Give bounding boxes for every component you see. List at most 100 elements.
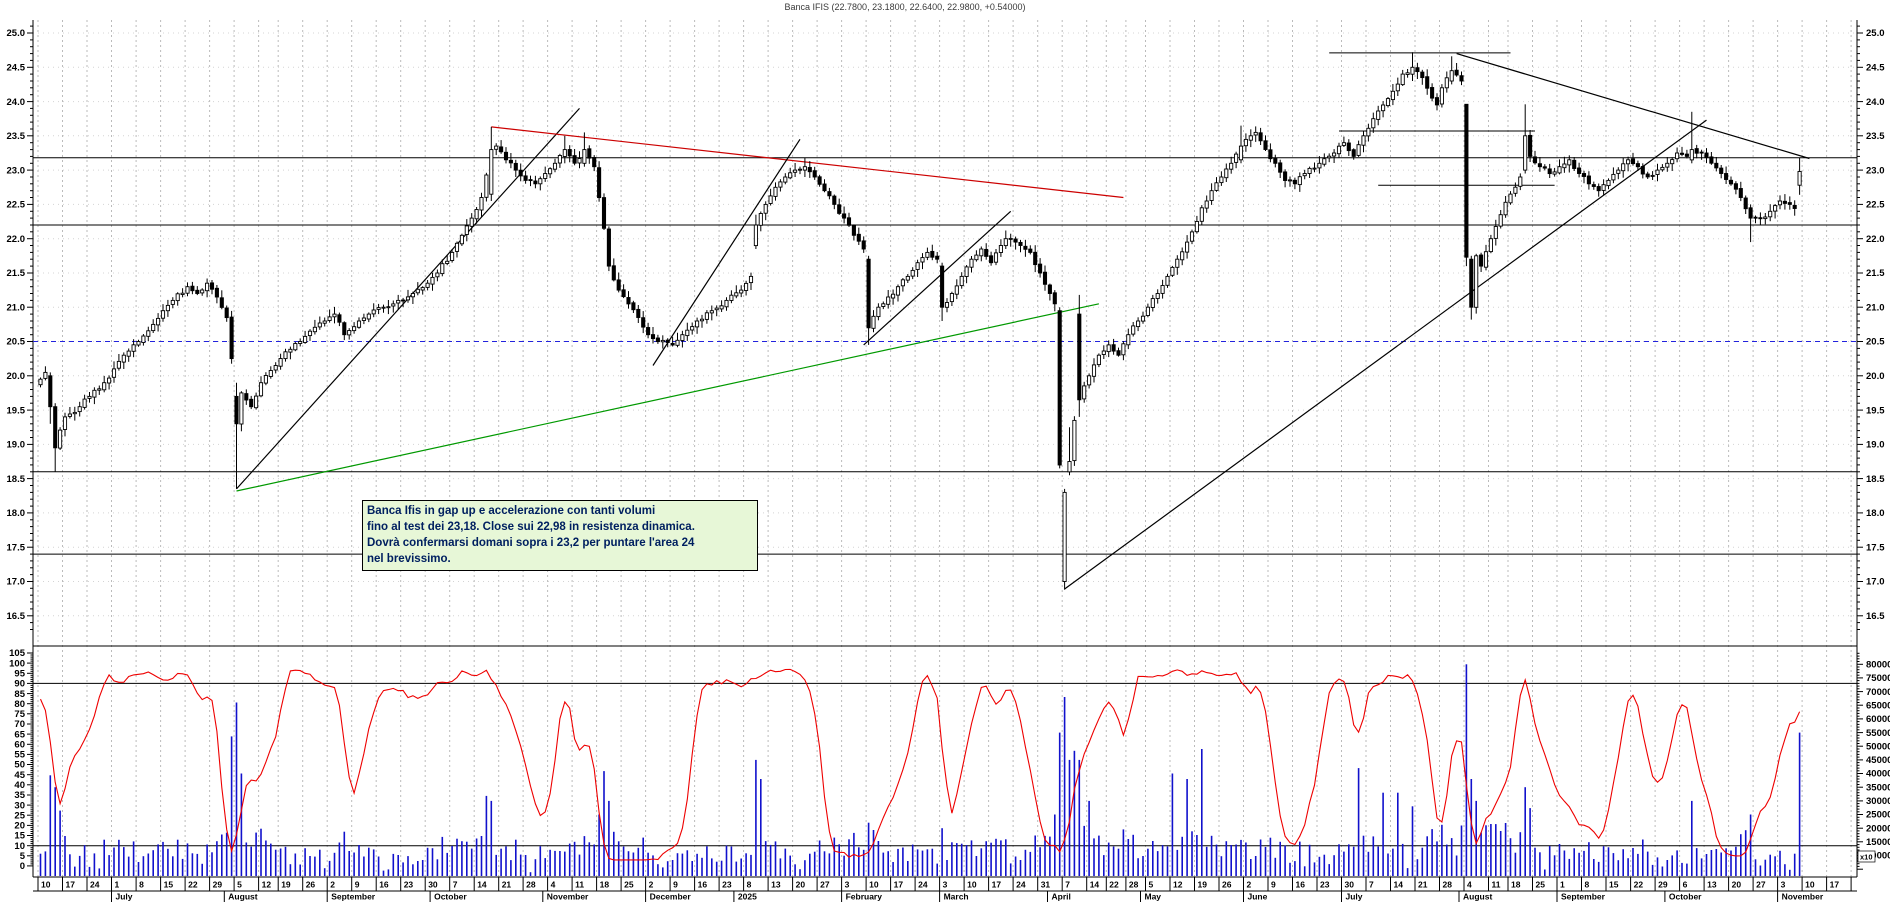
- svg-text:60000: 60000: [1866, 714, 1890, 725]
- svg-text:28: 28: [526, 880, 536, 890]
- svg-text:19.0: 19.0: [7, 440, 26, 451]
- annotation-line: nel brevissimo.: [367, 553, 451, 565]
- svg-text:28: 28: [1129, 880, 1139, 890]
- svg-text:31: 31: [1041, 880, 1051, 890]
- support-resistance-levels: [33, 52, 1857, 847]
- svg-text:June: June: [1248, 892, 1268, 902]
- svg-text:2: 2: [1247, 880, 1252, 890]
- svg-text:17: 17: [992, 880, 1002, 890]
- svg-text:15000: 15000: [1866, 837, 1890, 848]
- svg-text:9: 9: [355, 880, 360, 890]
- svg-text:22: 22: [1109, 880, 1119, 890]
- svg-text:20: 20: [796, 880, 806, 890]
- svg-text:13: 13: [771, 880, 781, 890]
- svg-text:15: 15: [164, 880, 174, 890]
- svg-text:24: 24: [90, 880, 100, 890]
- svg-text:x10: x10: [1860, 853, 1873, 862]
- svg-text:2025: 2025: [738, 892, 757, 902]
- svg-text:9: 9: [1271, 880, 1276, 890]
- svg-text:3: 3: [1781, 880, 1786, 890]
- annotation-line: Banca Ifis in gap up e accelerazione con…: [367, 505, 656, 517]
- grid-horizontal: [33, 32, 1857, 617]
- svg-text:12: 12: [1173, 880, 1183, 890]
- svg-text:30: 30: [428, 880, 438, 890]
- svg-text:24.0: 24.0: [7, 97, 26, 108]
- svg-text:2: 2: [649, 880, 654, 890]
- svg-text:21.0: 21.0: [7, 302, 26, 313]
- svg-text:3: 3: [943, 880, 948, 890]
- svg-text:14: 14: [477, 880, 487, 890]
- svg-text:25: 25: [624, 880, 634, 890]
- svg-text:November: November: [547, 892, 589, 902]
- svg-text:8: 8: [747, 880, 752, 890]
- svg-text:18.5: 18.5: [7, 474, 26, 485]
- svg-text:70000: 70000: [1866, 687, 1890, 698]
- svg-text:12: 12: [262, 880, 272, 890]
- trendline-green: [236, 303, 1100, 492]
- price-axis: 16.5 16.5 17.0 17.0 17.5 17.5 18.0 18.0 18.5 18.5…: [7, 25, 1885, 630]
- svg-text:21: 21: [1418, 880, 1428, 890]
- svg-text:14: 14: [1394, 880, 1404, 890]
- svg-text:21.0: 21.0: [1866, 302, 1885, 313]
- svg-text:45000: 45000: [1866, 755, 1890, 766]
- svg-text:8: 8: [139, 880, 144, 890]
- svg-text:22.0: 22.0: [7, 234, 26, 245]
- svg-text:13: 13: [1707, 880, 1717, 890]
- svg-text:23.0: 23.0: [1866, 165, 1885, 176]
- svg-text:19.5: 19.5: [7, 405, 26, 416]
- svg-text:19.5: 19.5: [1866, 405, 1885, 416]
- svg-text:50000: 50000: [1866, 741, 1890, 752]
- svg-text:16: 16: [698, 880, 708, 890]
- svg-text:27: 27: [1756, 880, 1766, 890]
- svg-text:5: 5: [237, 880, 242, 890]
- svg-text:17: 17: [66, 880, 76, 890]
- grid-vertical: [37, 20, 1852, 877]
- svg-text:23.5: 23.5: [1866, 131, 1885, 142]
- svg-text:20: 20: [1732, 880, 1742, 890]
- svg-text:20000: 20000: [1866, 823, 1890, 834]
- svg-text:9: 9: [673, 880, 678, 890]
- svg-text:October: October: [434, 892, 467, 902]
- svg-text:25.0: 25.0: [1866, 28, 1885, 39]
- svg-text:29: 29: [213, 880, 223, 890]
- svg-text:4: 4: [551, 880, 556, 890]
- svg-text:95: 95: [14, 669, 25, 680]
- svg-text:23: 23: [1320, 880, 1330, 890]
- svg-text:15: 15: [14, 831, 25, 842]
- svg-text:21.5: 21.5: [7, 268, 26, 279]
- svg-text:50: 50: [14, 760, 25, 771]
- svg-text:5: 5: [1149, 880, 1154, 890]
- svg-text:20.5: 20.5: [7, 337, 26, 348]
- svg-text:27: 27: [820, 880, 830, 890]
- svg-text:20.0: 20.0: [1866, 371, 1885, 382]
- svg-text:6: 6: [1683, 880, 1688, 890]
- svg-text:60: 60: [14, 740, 25, 751]
- svg-text:20.0: 20.0: [7, 371, 26, 382]
- svg-text:85: 85: [14, 689, 25, 700]
- annotation-line: Dovrà confermarsi domani sopra i 23,2 pe…: [367, 537, 695, 549]
- svg-text:16: 16: [1296, 880, 1306, 890]
- svg-text:July: July: [1346, 892, 1363, 902]
- svg-text:April: April: [1052, 892, 1071, 902]
- svg-text:18.0: 18.0: [1866, 508, 1885, 519]
- svg-text:17.0: 17.0: [1866, 577, 1885, 588]
- panel-borders: [32, 20, 1858, 892]
- svg-text:21.5: 21.5: [1866, 268, 1885, 279]
- svg-text:March: March: [944, 892, 969, 902]
- svg-text:16: 16: [379, 880, 389, 890]
- svg-text:August: August: [1463, 892, 1492, 902]
- svg-text:December: December: [650, 892, 692, 902]
- oscillator-line: [39, 668, 1801, 861]
- svg-text:17: 17: [1830, 880, 1840, 890]
- svg-text:10: 10: [967, 880, 977, 890]
- svg-text:19.0: 19.0: [1866, 440, 1885, 451]
- svg-text:24.5: 24.5: [1866, 63, 1885, 74]
- svg-text:30000: 30000: [1866, 796, 1890, 807]
- svg-text:4: 4: [1467, 880, 1472, 890]
- trendline-black: [1456, 53, 1810, 160]
- svg-text:18.5: 18.5: [1866, 474, 1885, 485]
- volume-multiplier-note: x10: [1857, 850, 1876, 863]
- svg-text:17: 17: [894, 880, 904, 890]
- svg-text:1: 1: [115, 880, 120, 890]
